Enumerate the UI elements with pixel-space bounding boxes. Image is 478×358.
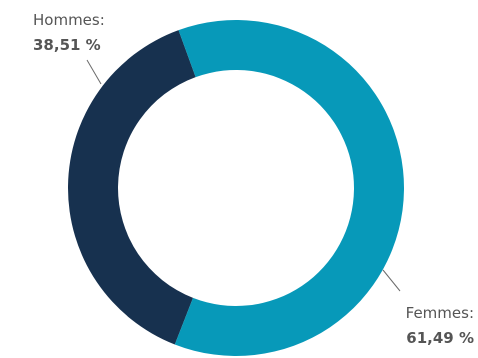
label-femmes-name: Femmes:	[406, 304, 474, 322]
donut-slices	[68, 20, 404, 356]
donut-slice-femmes	[174, 20, 404, 356]
label-hommes-name: Hommes:	[33, 11, 105, 29]
leader-line-femmes	[382, 269, 401, 292]
label-hommes-value: 38,51 %	[33, 36, 101, 54]
donut-slice-hommes	[68, 30, 196, 345]
label-femmes-value: 61,49 %	[406, 329, 474, 347]
leader-line-hommes	[86, 59, 102, 85]
